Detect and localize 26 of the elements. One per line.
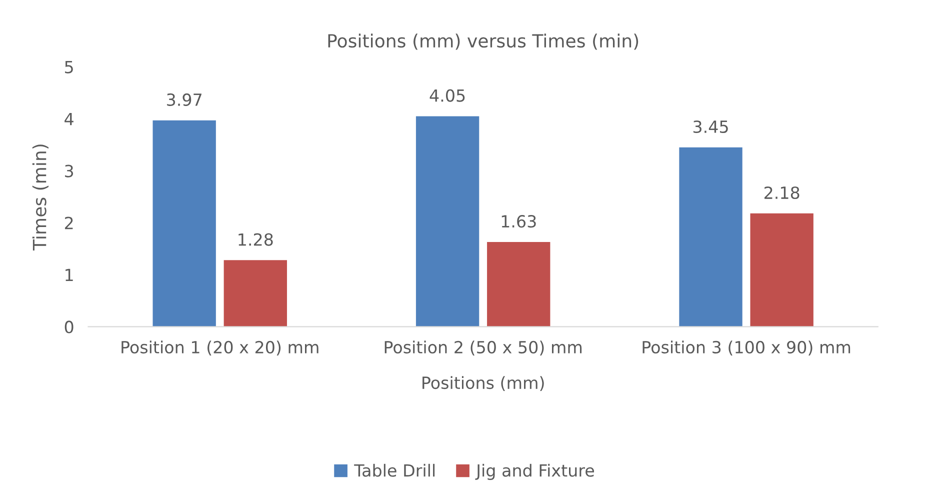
y-tick-label: 0 [64,320,74,334]
x-tick-label: Position 3 (100 x 90) mm [642,340,850,356]
legend-label: Jig and Fixture [475,464,594,480]
bar [679,147,742,327]
data-label: 2.18 [764,186,800,200]
chart-title: Positions (mm) versus Times (min) [328,34,638,50]
bar [416,116,480,327]
y-axis-title: Times (min) [32,144,48,251]
y-tick-label: 2 [64,216,73,230]
y-tick-label: 5 [65,61,73,74]
y-tick-label: 4 [64,112,74,126]
data-label: 4.05 [430,89,465,102]
y-tick-label: 1 [66,268,73,282]
bar [224,260,287,327]
bar [487,242,550,327]
legend-label: Table Drill [354,464,435,477]
data-label: 1.63 [502,215,536,228]
y-tick-label: 3 [65,164,74,178]
data-label: 3.97 [167,93,202,106]
bar [750,213,814,327]
x-tick-label: Position 2 (50 x 50) mm [384,340,582,356]
bar [152,120,216,327]
data-label: 1.28 [238,233,273,246]
x-tick-label: Position 1 (20 x 20) mm [122,340,318,356]
x-axis-title: Positions (mm) [422,376,544,392]
data-label: 3.45 [693,120,728,134]
